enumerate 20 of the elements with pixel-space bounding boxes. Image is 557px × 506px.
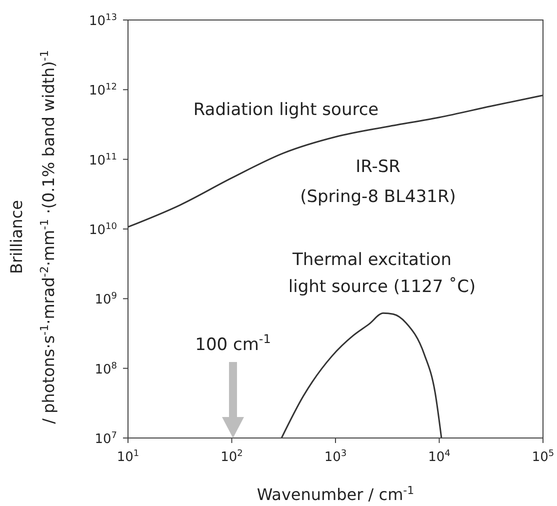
y-tick-label: 10$^{9}$ [94,292,118,308]
y-tick-label: 10$^{8}$ [94,361,118,378]
y-tick-label: 10$^{7}$ [94,431,117,447]
annotation: IR-SR [356,157,401,177]
annotation: Thermal excitation [291,250,452,270]
y-tick-label: 10$^{12}$ [89,82,117,99]
x-tick-label: 10$^{3}$ [324,449,347,465]
x-tick-label: 10$^{4}$ [428,449,451,465]
line-series [128,94,543,228]
x-axis-title: Wavenumber / cm$^{-1}$ [256,484,414,504]
x-tick-label: 10$^{5}$ [532,449,554,465]
x-tick-label: 10$^{1}$ [116,449,140,465]
annotation: (Spring-8 BL431R) [300,187,456,207]
y-tick-label: 10$^{13}$ [89,13,117,29]
annotation: Radiation light source [193,100,379,120]
annotation: 100 cm$^{-1}$ [195,332,271,355]
annotation: light source (1127 ˚C) [288,277,476,297]
x-tick-label: 10$^{2}$ [220,449,243,465]
y-tick-label: 10$^{11}$ [89,152,117,168]
y-tick-label: 10$^{10}$ [89,222,118,238]
